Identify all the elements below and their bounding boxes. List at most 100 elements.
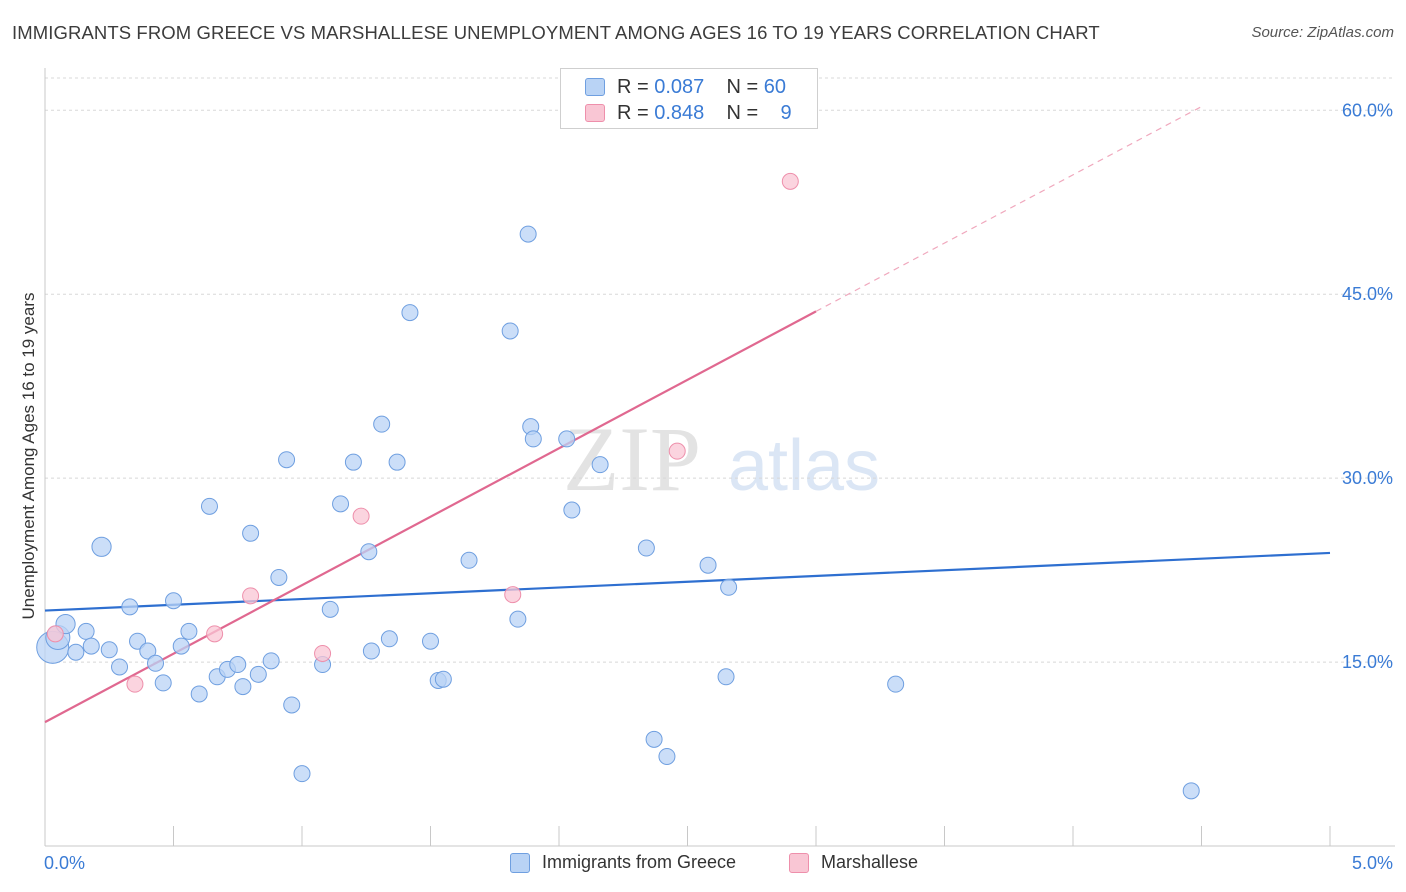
greece-point [645, 730, 663, 748]
legend-swatch-pink [585, 104, 605, 122]
watermark-atlas: atlas [728, 426, 880, 506]
greece-point [82, 637, 100, 655]
series-legend-greece: Immigrants from Greece [510, 852, 736, 873]
greece-point [321, 600, 339, 618]
marshallese-point [314, 644, 332, 662]
greece-point [139, 642, 157, 660]
greece-point [344, 453, 362, 471]
y-tick-label: 45.0% [1342, 284, 1393, 304]
greece-point [129, 632, 147, 650]
legend-swatch-blue [585, 78, 605, 96]
y-tick-label: 15.0% [1342, 652, 1393, 672]
gridlines [45, 77, 1395, 663]
greece-point [388, 453, 406, 471]
legend-r-label: R = [617, 75, 649, 98]
y-tick-label: 60.0% [1342, 100, 1393, 120]
greece-point [887, 675, 905, 693]
greece-point [154, 674, 172, 692]
series-legend-label: Marshallese [821, 852, 919, 872]
greece-point [380, 630, 398, 648]
marshallese-point [242, 587, 260, 605]
greece-point [283, 696, 301, 714]
data-points [36, 172, 1200, 800]
tick-labels: 15.0% 30.0% 45.0% 60.0% 0.0% 5.0% [44, 100, 1393, 873]
trend-lines [44, 106, 1331, 724]
greece-point [249, 665, 267, 683]
series-legend-label: Immigrants from Greece [542, 852, 737, 872]
greece-trend-line [44, 551, 1331, 612]
marshallese-point [46, 625, 64, 643]
marshallese-point [668, 442, 686, 460]
greece-point [200, 497, 218, 515]
greece-point [332, 495, 350, 513]
y-axis-title: Unemployment Among Ages 16 to 19 years [19, 292, 38, 620]
greece-point [524, 430, 542, 448]
series-swatch-blue [510, 852, 530, 873]
series-legend-marshallese: Marshallese [789, 852, 918, 873]
greece-point [401, 304, 419, 322]
greece-point [509, 610, 527, 628]
greece-point [234, 678, 252, 696]
greece-point [121, 598, 139, 616]
greece-point [699, 556, 717, 574]
chart-title: IMMIGRANTS FROM GREECE VS MARSHALLESE UN… [12, 22, 1100, 43]
greece-point [360, 543, 378, 561]
greece-point [460, 551, 478, 569]
legend-n-value: 60 [763, 75, 787, 98]
greece-point [91, 536, 112, 557]
greece-point [422, 632, 439, 650]
greece-point [1182, 782, 1200, 800]
greece-point [270, 568, 288, 586]
marshallese-point [781, 172, 799, 190]
greece-point [373, 415, 391, 433]
greece-point [172, 637, 190, 655]
greece-point [262, 652, 280, 670]
greece-point [658, 747, 676, 765]
legend-r-value: 0.848 [654, 101, 705, 124]
greece-point [67, 643, 85, 661]
legend-row-greece: R = 0.087 N = 60 [585, 75, 786, 99]
greece-point [242, 524, 260, 542]
greece-point [637, 539, 655, 557]
greece-point [111, 658, 129, 676]
greece-point [720, 578, 738, 596]
legend-r-label: R = [617, 101, 649, 124]
greece-point [293, 765, 311, 783]
greece-point [717, 668, 735, 686]
marshallese-point [504, 586, 522, 604]
greece-point [180, 622, 198, 640]
legend-n-label: N = [726, 101, 759, 124]
marshallese-point [352, 507, 370, 525]
greece-point [278, 451, 296, 469]
greece-point [591, 456, 609, 474]
marshallese-trend-line [44, 310, 817, 724]
x-tick-label: 5.0% [1352, 853, 1393, 873]
legend-row-marshallese: R = 0.848 N = 9 [585, 101, 792, 125]
x-tick-label: 0.0% [44, 853, 85, 873]
greece-point [100, 641, 118, 659]
greece-point [147, 654, 165, 672]
axes [44, 68, 1395, 847]
y-tick-label: 30.0% [1342, 468, 1393, 488]
greece-point [190, 685, 208, 703]
marshallese-trend-extension [815, 106, 1202, 312]
series-legend: Immigrants from Greece Marshallese [0, 852, 1406, 876]
greece-point [434, 670, 452, 688]
source-label: Source: ZipAtlas.com [1251, 24, 1394, 41]
greece-point [362, 642, 380, 660]
correlation-legend: R = 0.087 N = 60 R = 0.848 N = 9 [560, 68, 818, 129]
legend-n-label: N = [726, 75, 759, 98]
legend-r-value: 0.087 [654, 75, 705, 98]
marshallese-point [126, 675, 144, 693]
greece-point [229, 656, 247, 674]
marshallese-point [206, 625, 224, 643]
watermark: ZIP atlas [563, 408, 880, 510]
greece-point [563, 501, 581, 519]
greece-point [77, 622, 95, 640]
greece-point [501, 322, 519, 340]
greece-point [165, 592, 182, 610]
series-swatch-pink [789, 852, 809, 873]
greece-point [558, 430, 576, 448]
legend-n-value: 9 [780, 101, 792, 124]
